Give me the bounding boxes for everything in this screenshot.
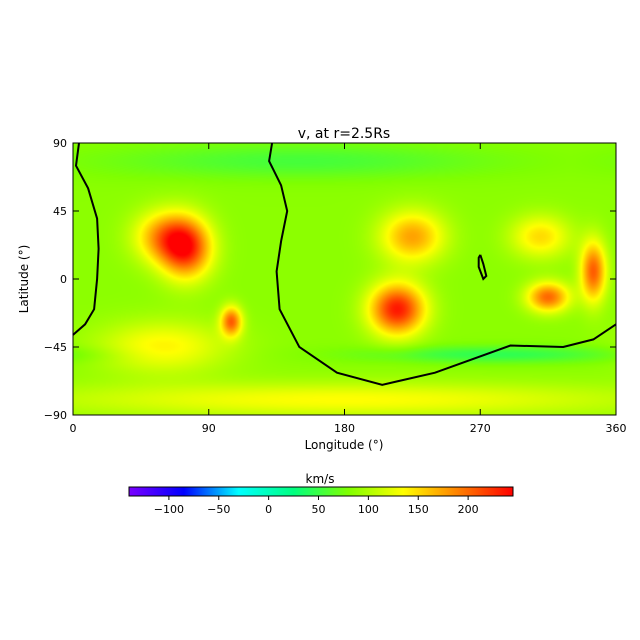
x-axis: 0 90 180 270 360 xyxy=(70,143,627,435)
colorbar-tick-label: 0 xyxy=(265,503,272,516)
colorbar-ticks: −100 −50 0 50 100 150 200 xyxy=(154,496,479,516)
x-tick-label: 0 xyxy=(70,422,77,435)
colorbar-gradient xyxy=(128,486,514,497)
colorbar-tick-label: −50 xyxy=(207,503,230,516)
colorbar-tick-label: 100 xyxy=(358,503,379,516)
y-tick-label: 45 xyxy=(53,205,67,218)
colorbar-tick-label: 150 xyxy=(408,503,429,516)
colorbar: km/s −100 −50 0 50 100 150 200 xyxy=(128,472,514,516)
x-tick-label: 90 xyxy=(202,422,216,435)
neutral-line-loop xyxy=(477,254,488,281)
neutral-line-main xyxy=(268,142,617,386)
colorbar-tick-label: 50 xyxy=(312,503,326,516)
colorbar-label: km/s xyxy=(306,472,335,486)
neutral-line-west xyxy=(72,142,100,336)
x-tick-label: 180 xyxy=(334,422,355,435)
y-tick-label: −45 xyxy=(44,341,67,354)
map-plot-area xyxy=(72,142,617,416)
y-tick-label: 90 xyxy=(53,137,67,150)
x-axis-title: Longitude (°) xyxy=(305,438,384,452)
x-tick-label: 270 xyxy=(470,422,491,435)
y-axis-title: Latitude (°) xyxy=(17,245,31,314)
y-tick-label: −90 xyxy=(44,409,67,422)
chart-title: v, at r=2.5Rs xyxy=(298,126,390,142)
y-axis: −90 −45 0 45 90 xyxy=(44,137,616,422)
x-tick-label: 360 xyxy=(606,422,627,435)
velocity-heatmap xyxy=(73,143,616,415)
y-tick-label: 0 xyxy=(60,273,67,286)
colorbar-tick-label: 200 xyxy=(458,503,479,516)
colorbar-tick-label: −100 xyxy=(154,503,184,516)
